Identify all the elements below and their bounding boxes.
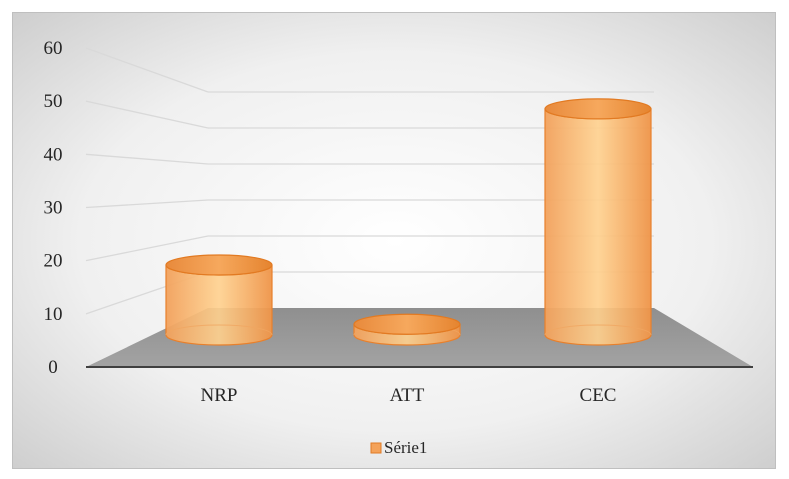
gridline-depth (85, 153, 209, 165)
x-tick-labels: NRP ATT CEC (201, 385, 617, 406)
gridline-depth (85, 199, 209, 209)
chart: 0 10 20 30 40 50 60 NRP ATT CEC Série1 (13, 13, 775, 468)
y-tick-label: 50 (44, 91, 63, 112)
bar (544, 98, 652, 346)
bar-base-rim (544, 324, 652, 336)
y-tick-label: 60 (44, 38, 63, 59)
x-tick-label: ATT (390, 385, 425, 406)
chart-frame: 0 10 20 30 40 50 60 NRP ATT CEC Série1 (12, 12, 776, 469)
bar-body (544, 108, 652, 346)
gridline-depth (85, 100, 209, 129)
bars (165, 98, 652, 346)
y-tick-labels: 0 10 20 30 40 50 60 (44, 38, 63, 378)
bar-body (165, 264, 273, 346)
x-tick-label: CEC (580, 385, 617, 406)
legend: Série1 (370, 438, 427, 457)
bar-base-rim (165, 324, 273, 336)
y-tick-label: 30 (44, 198, 63, 219)
gridline-depth (85, 47, 209, 93)
y-tick-label: 40 (44, 144, 63, 165)
bar (353, 313, 461, 346)
legend-label: Série1 (384, 438, 427, 457)
bar-top (353, 313, 461, 335)
y-tick-label: 20 (44, 251, 63, 272)
legend-swatch (370, 442, 382, 454)
gridline-depth (85, 235, 209, 262)
bar (165, 254, 273, 346)
y-tick-label: 10 (44, 304, 63, 325)
x-tick-label: NRP (201, 385, 238, 406)
y-tick-label: 0 (48, 357, 58, 378)
bar-top (165, 254, 273, 276)
bar-top (544, 98, 652, 120)
